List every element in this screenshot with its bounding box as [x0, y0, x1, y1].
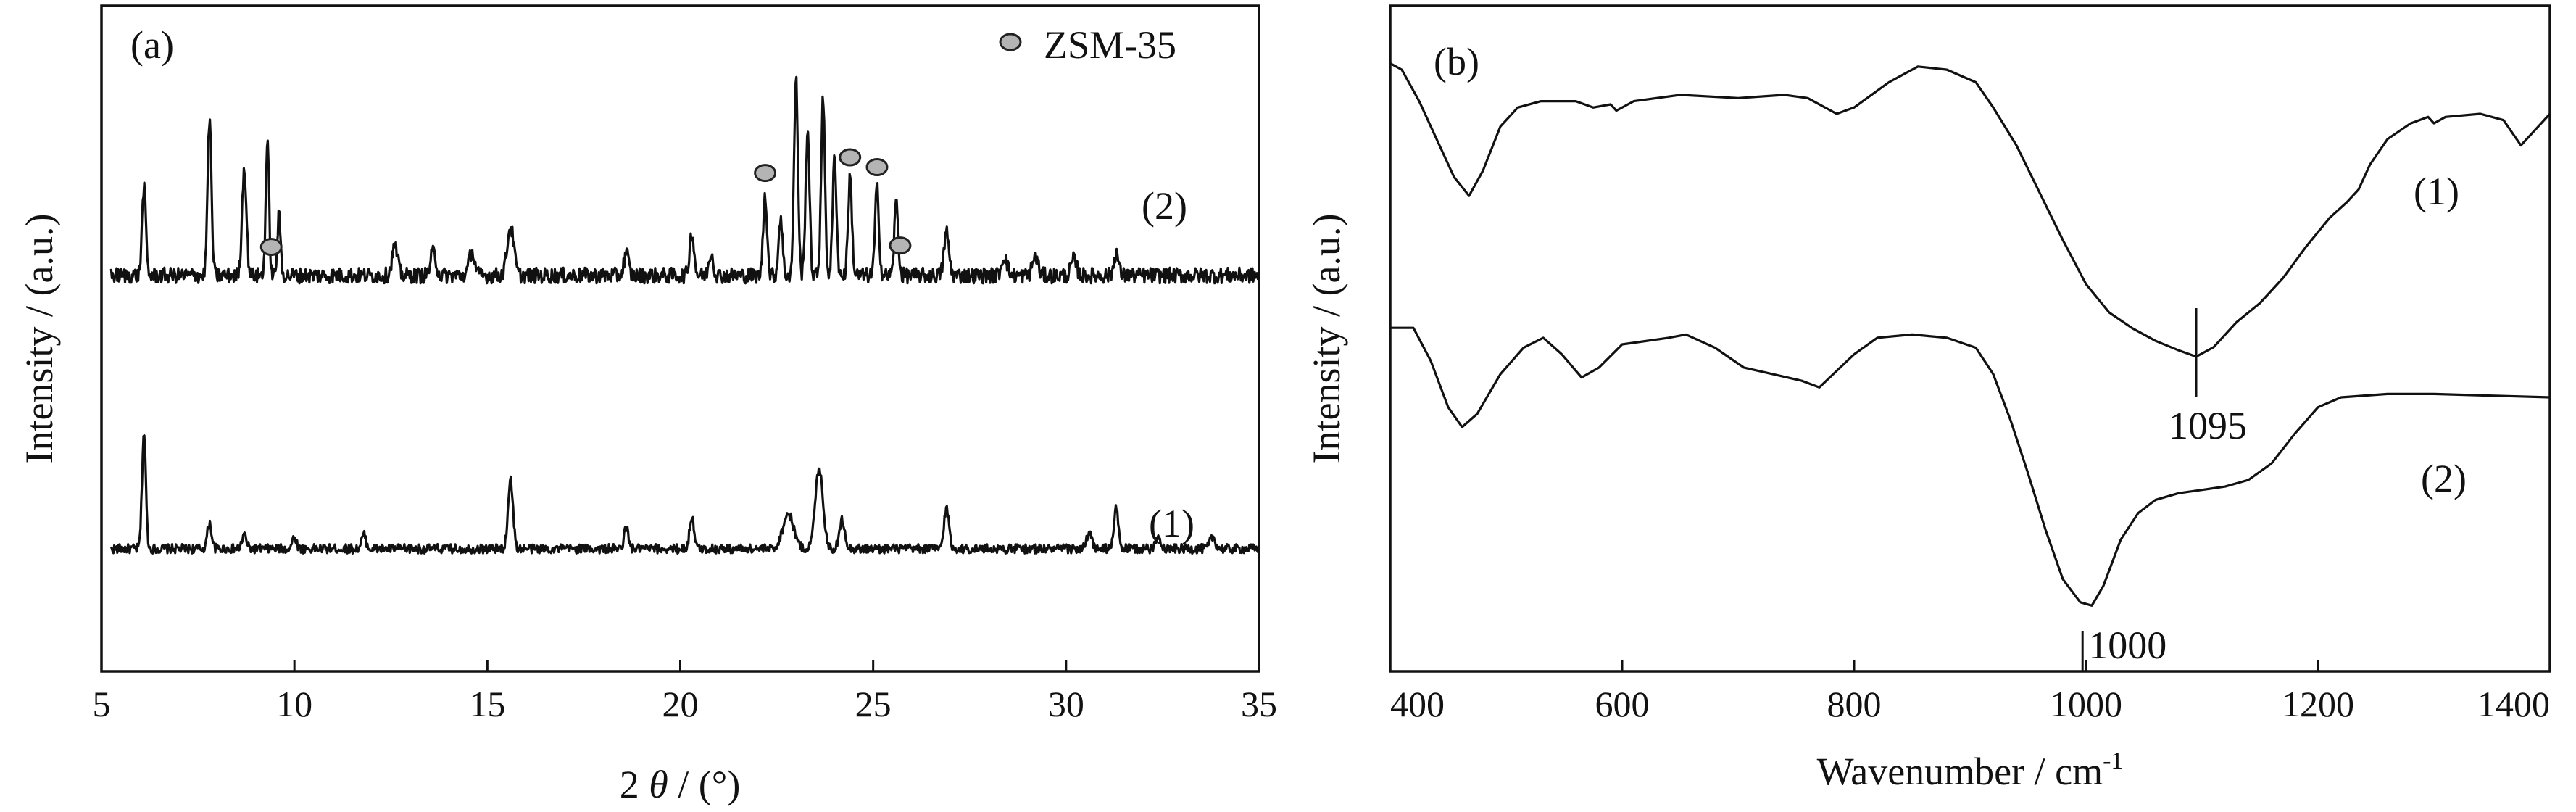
panel-b-x-tick-label: 1000: [2050, 684, 2122, 724]
panel-b-x-tick-label: 800: [1827, 684, 1882, 724]
panel-a-label: (a): [130, 23, 174, 67]
panel-b-series-1-label: (1): [2414, 170, 2459, 213]
ftir-series-2-line: [1390, 326, 2551, 607]
panel-b-label: (b): [1434, 40, 1479, 83]
ftir-series-1-line: [1389, 62, 2551, 358]
panel-a-x-axis-label: 2 θ / (°): [620, 763, 741, 806]
panel-a-curves: [109, 75, 1260, 555]
panel-a-frame: [100, 4, 1260, 673]
panel-a-x-tick-label: 5: [93, 684, 111, 724]
panel-a-x-tick-label: 20: [662, 684, 699, 724]
xrd-series-1-line: [109, 434, 1260, 555]
panel-b-y-axis-label: Intensity / (a.u.): [1305, 214, 1348, 464]
panel-a-x-ticks: 5 10 15 20 25 30 35: [93, 660, 1277, 724]
panel-b-curves: [1389, 62, 2551, 607]
zsm35-peak-marker-icon: [839, 148, 862, 167]
panel-a-xrd: 5 10 15 20 25 30 35 (a) ZSM-35 (2) (1) Intensi…: [17, 4, 1277, 806]
panel-a-series-1-label: (1): [1149, 502, 1194, 545]
panel-b-x-tick-label: 1400: [2477, 684, 2550, 724]
panel-b-series-2-label: (2): [2421, 457, 2467, 500]
legend-zsm35-label: ZSM-35: [1044, 23, 1176, 67]
panel-a-y-axis-label: Intensity / (a.u.): [17, 214, 61, 464]
panel-b-frame: [1389, 4, 2551, 673]
zsm35-peak-marker-icon: [754, 164, 777, 183]
panel-a-zsm35-markers: [259, 148, 912, 257]
peak-1000-label: 1000: [2088, 624, 2166, 667]
panel-b-x-axis-label: Wavenumber / cm-1: [1817, 747, 2124, 793]
zsm35-peak-marker-icon: [259, 238, 283, 257]
panel-b-ftir: 400 600 800 1000 1200 1400 1095 1000 (b) (1) (…: [1305, 4, 2551, 793]
zsm35-peak-marker-icon: [889, 236, 912, 255]
panel-a-x-tick-label: 10: [276, 684, 312, 724]
zsm35-peak-marker-icon: [865, 158, 889, 176]
legend-zsm35-marker-icon: [999, 33, 1022, 51]
panel-b-x-ticks: 400 600 800 1000 1200 1400: [1389, 660, 2551, 724]
peak-1095-label: 1095: [2169, 404, 2247, 447]
panel-a-x-tick-label: 15: [469, 684, 505, 724]
panel-b-annotations: 1095 1000: [2081, 308, 2247, 671]
panel-a-x-tick-label: 25: [855, 684, 892, 724]
panel-b-x-tick-label: 600: [1595, 684, 1650, 724]
panel-a-series-2-label: (2): [1142, 184, 1187, 228]
panel-a-x-tick-label: 30: [1048, 684, 1084, 724]
panel-b-x-tick-label: 1200: [2282, 684, 2354, 724]
panel-b-x-tick-label: 400: [1390, 684, 1445, 724]
xrd-series-2-line: [109, 75, 1260, 285]
panel-a-x-tick-label: 35: [1241, 684, 1277, 724]
